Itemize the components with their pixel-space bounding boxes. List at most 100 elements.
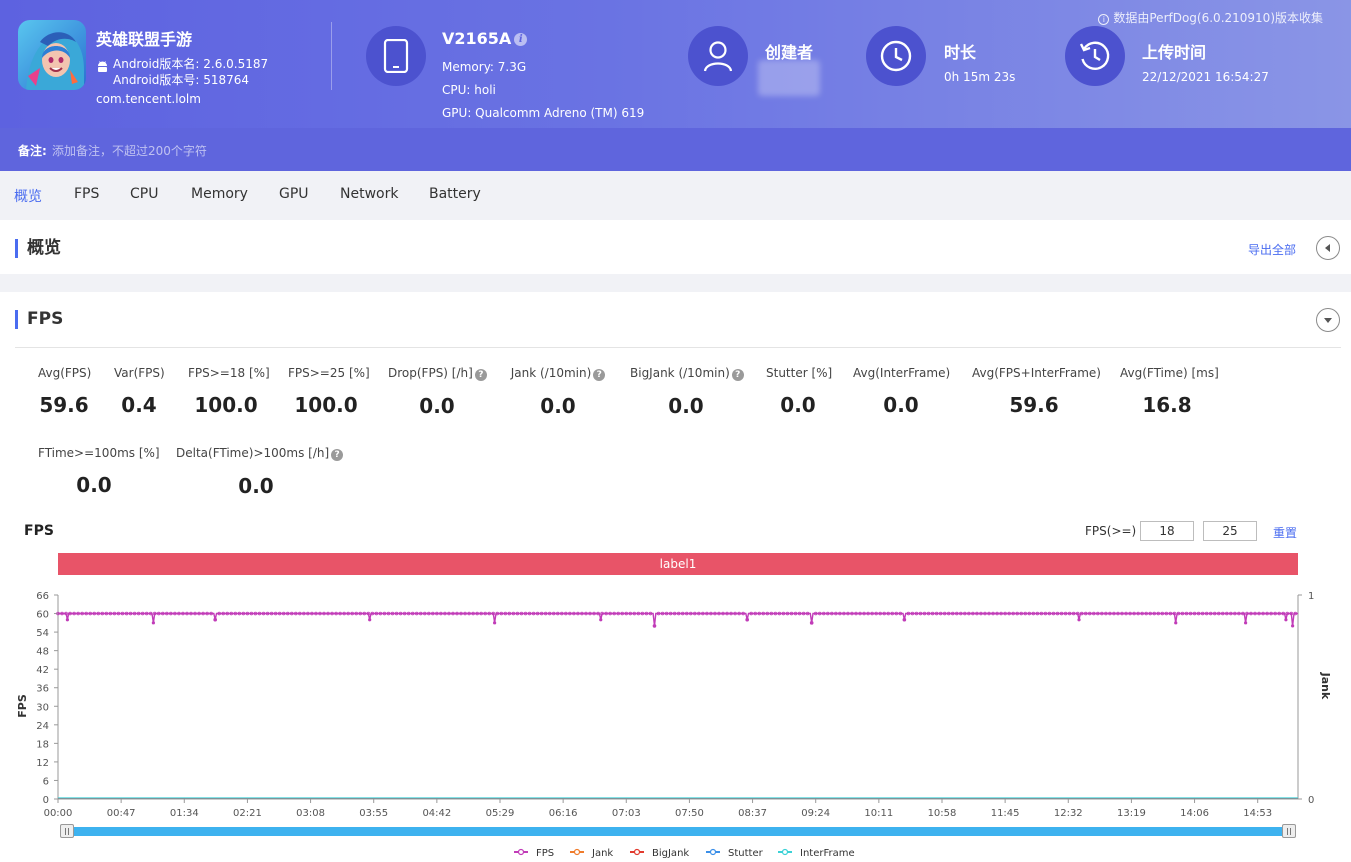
metric-label: BigJank (/10min)? <box>630 366 744 381</box>
metric-value: 16.8 <box>1142 393 1192 417</box>
metric-label: Var(FPS) <box>114 366 165 380</box>
phone-icon <box>366 26 426 86</box>
duration-title: 时长 <box>944 43 977 62</box>
metric-label: Avg(FPS) <box>38 366 92 380</box>
range-slider-track <box>66 827 1290 836</box>
tab-gpu[interactable]: GPU <box>279 186 309 202</box>
metric-ftime-ge-100ms: FTime>=100ms [%] 0.0 <box>38 446 160 497</box>
metric-label-text: Drop(FPS) [/h] <box>388 366 473 380</box>
info-circle-icon: i <box>1098 14 1110 25</box>
overview-panel: 概览 导出全部 <box>0 220 1351 274</box>
device-model: V2165A i <box>442 29 528 48</box>
metric-avg-fps: Avg(FPS) 59.6 <box>38 366 92 417</box>
metric-label: Stutter [%] <box>766 366 833 380</box>
fps-threshold-input-1[interactable] <box>1140 521 1194 541</box>
help-icon[interactable]: ? <box>331 449 344 461</box>
metric-jank: Jank (/10min)? 0.0 <box>510 366 606 418</box>
caret-left-icon <box>1325 244 1330 252</box>
note-input[interactable]: 添加备注，不超过200个字符 <box>52 144 207 158</box>
help-icon[interactable]: ? <box>731 369 744 381</box>
metric-value: 100.0 <box>294 393 358 417</box>
tab-overview[interactable]: 概览 <box>14 189 42 205</box>
collapse-down-button[interactable] <box>1316 308 1340 332</box>
metric-value: 59.6 <box>39 393 89 417</box>
duration-value: 0h 15m 23s <box>944 70 1016 84</box>
metric-label: Avg(FPS+InterFrame) <box>972 366 1101 380</box>
label-bar[interactable]: label1 <box>58 553 1298 575</box>
overview-title: 概览 <box>15 239 61 258</box>
metric-value: 0.4 <box>121 393 157 417</box>
fps-threshold-input-2[interactable] <box>1203 521 1257 541</box>
range-handle-right[interactable] <box>1282 824 1296 838</box>
collapse-left-button[interactable] <box>1316 236 1340 260</box>
metric-delta-ftime: Delta(FTime)>100ms [/h]? 0.0 <box>176 446 344 498</box>
tab-bar: 概览 FPS CPU Memory GPU Network Battery <box>0 171 1351 219</box>
metric-label: Avg(InterFrame) <box>853 366 951 380</box>
device-gpu: GPU: Qualcomm Adreno (TM) 619 <box>442 106 645 120</box>
metric-value: 0.0 <box>419 394 455 418</box>
fps-section-title: FPS <box>15 310 63 329</box>
metric-fps-ge-18: FPS>=18 [%] 100.0 <box>188 366 270 417</box>
metric-fps-ge-25: FPS>=25 [%] 100.0 <box>288 366 370 417</box>
info-icon[interactable]: i <box>514 33 528 46</box>
metric-avg-ftime: Avg(FTime) [ms] 16.8 <box>1120 366 1219 417</box>
upload-title: 上传时间 <box>1142 43 1207 62</box>
metric-label: FPS>=18 [%] <box>188 366 270 380</box>
user-icon <box>688 26 748 86</box>
metric-label: Jank (/10min)? <box>510 366 606 381</box>
tab-network[interactable]: Network <box>340 186 399 202</box>
report-header: 英雄联盟手游 Android版本名: 2.6.0.5187 Android版本号… <box>0 0 1351 171</box>
metric-var-fps: Var(FPS) 0.4 <box>114 366 165 417</box>
metric-value: 0.0 <box>668 394 704 418</box>
metric-label: Avg(FTime) [ms] <box>1120 366 1219 380</box>
metric-value: 0.0 <box>883 393 919 417</box>
help-icon[interactable]: ? <box>474 369 487 381</box>
metric-value: 0.0 <box>780 393 816 417</box>
metric-label-text: BigJank (/10min) <box>630 366 730 380</box>
device-model-text: V2165A <box>442 29 512 48</box>
tab-battery[interactable]: Battery <box>429 186 481 202</box>
app-icon <box>18 20 86 90</box>
caret-down-icon <box>1324 318 1332 323</box>
android-version-code: Android版本号: 518764 <box>113 73 250 87</box>
range-handle-left[interactable] <box>60 824 74 838</box>
chart-title: FPS <box>24 523 54 539</box>
upload-value: 22/12/2021 16:54:27 <box>1142 70 1269 84</box>
header-info-bar: 英雄联盟手游 Android版本名: 2.6.0.5187 Android版本号… <box>0 0 1351 128</box>
metric-label-text: Delta(FTime)>100ms [/h] <box>176 446 330 460</box>
range-slider[interactable] <box>58 824 1298 838</box>
metric-drop-fps: Drop(FPS) [/h]? 0.0 <box>388 366 487 418</box>
tab-cpu[interactable]: CPU <box>130 186 159 202</box>
export-all-link[interactable]: 导出全部 <box>1247 243 1296 257</box>
metric-avg-fps-interframe: Avg(FPS+InterFrame) 59.6 <box>972 366 1101 417</box>
metric-stutter: Stutter [%] 0.0 <box>766 366 833 417</box>
metric-value: 0.0 <box>238 474 274 498</box>
note-bar[interactable] <box>0 128 1351 171</box>
tab-fps[interactable]: FPS <box>74 186 100 202</box>
section-divider <box>15 347 1341 348</box>
metric-value: 100.0 <box>194 393 258 417</box>
device-memory: Memory: 7.3G <box>442 60 527 74</box>
metric-label: FTime>=100ms [%] <box>38 446 160 460</box>
metric-avg-interframe: Avg(InterFrame) 0.0 <box>853 366 951 417</box>
help-icon[interactable]: ? <box>593 369 606 381</box>
tab-memory[interactable]: Memory <box>191 186 248 202</box>
metric-label: Drop(FPS) [/h]? <box>388 366 487 381</box>
reset-link[interactable]: 重置 <box>1273 526 1298 540</box>
app-name: 英雄联盟手游 <box>96 30 193 49</box>
note-label: 备注: <box>18 144 47 158</box>
history-icon <box>1065 26 1125 86</box>
metric-label: FPS>=25 [%] <box>288 366 370 380</box>
collected-by-text: 数据由PerfDog(6.0.210910)版本收集 <box>1113 11 1323 25</box>
metric-label: Delta(FTime)>100ms [/h]? <box>176 446 344 461</box>
clock-icon <box>866 26 926 86</box>
metric-label-text: Jank (/10min) <box>510 366 592 380</box>
device-cpu: CPU: holi <box>442 83 496 97</box>
creator-name-blurred <box>758 60 820 96</box>
metric-value: 0.0 <box>540 394 576 418</box>
fps-threshold-label: FPS(>=) <box>1085 524 1137 538</box>
creator-title: 创建者 <box>765 43 814 62</box>
metric-value: 59.6 <box>1009 393 1059 417</box>
android-icon <box>98 61 107 72</box>
android-version-name: Android版本名: 2.6.0.5187 <box>113 57 269 71</box>
